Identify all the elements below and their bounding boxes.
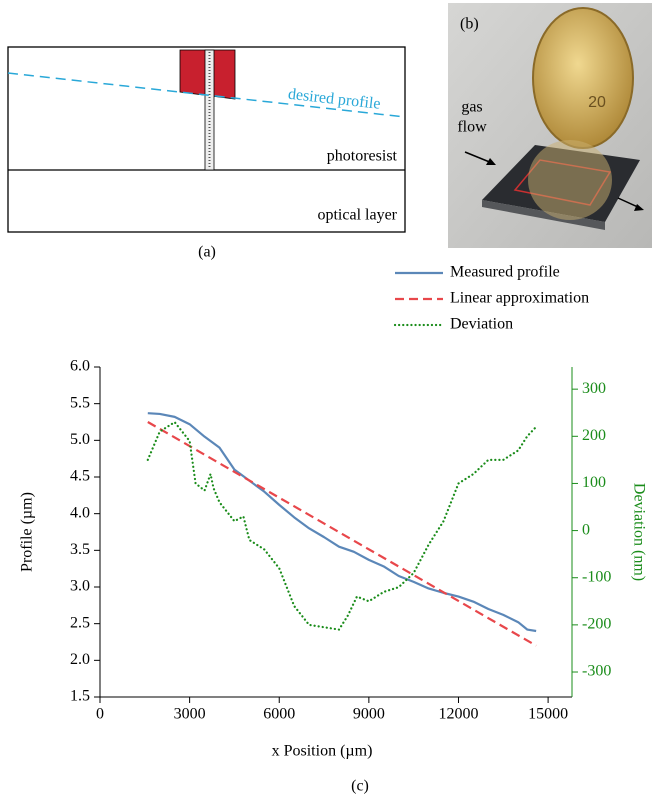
panel-label: (c) xyxy=(351,778,369,795)
coin-value: 20 xyxy=(588,94,606,111)
panel-c: x Position (µm) Profile (µm) Deviation (… xyxy=(19,264,648,795)
y-tick-label: 2.5 xyxy=(70,614,90,631)
y2-tick-label: 300 xyxy=(582,380,606,397)
coin xyxy=(533,8,633,148)
y-tick-label: 3.5 xyxy=(70,541,90,558)
y-tick-label: 2.0 xyxy=(70,651,90,668)
series-line xyxy=(148,413,536,631)
y2-tick-label: -200 xyxy=(582,616,611,633)
coin-reflection xyxy=(528,140,612,220)
y2-tick-label: 0 xyxy=(582,521,590,538)
y-tick-label: 5.0 xyxy=(70,431,90,448)
optical-layer-label: optical layer xyxy=(317,207,397,224)
y-tick-label: 6.0 xyxy=(70,358,90,375)
legend-label: Linear approximation xyxy=(450,290,589,307)
x-tick-label: 6000 xyxy=(263,706,295,723)
x-tick-label: 9000 xyxy=(353,706,385,723)
series-line xyxy=(148,422,536,646)
y-axis-title: Profile (µm) xyxy=(19,492,36,572)
x-tick-label: 15000 xyxy=(528,706,568,723)
panel-label: (b) xyxy=(460,16,479,33)
gas-flow-label: gas xyxy=(461,99,482,116)
photoresist-label: photoresist xyxy=(327,148,398,165)
y-tick-label: 4.5 xyxy=(70,468,90,485)
x-tick-label: 3000 xyxy=(174,706,206,723)
panel-label: (a) xyxy=(198,244,216,261)
y2-axis-title: Deviation (nm) xyxy=(630,483,647,581)
x-tick-label: 0 xyxy=(96,706,104,723)
y-tick-label: 4.0 xyxy=(70,504,90,521)
y-tick-label: 5.5 xyxy=(70,394,90,411)
y2-tick-label: 200 xyxy=(582,427,606,444)
x-tick-label: 12000 xyxy=(438,706,478,723)
figure: desired profile photoresist optical laye… xyxy=(0,0,655,802)
y-tick-label: 3.0 xyxy=(70,578,90,595)
y2-tick-label: -300 xyxy=(582,663,611,680)
gas-flow-label: flow xyxy=(457,119,487,136)
series-line xyxy=(148,422,536,629)
x-axis-title: x Position (µm) xyxy=(272,743,373,760)
y-tick-label: 1.5 xyxy=(70,688,90,705)
y2-tick-label: 100 xyxy=(582,474,606,491)
y2-tick-label: -100 xyxy=(582,568,611,585)
panel-b: 20 (b) gas flow xyxy=(448,3,652,248)
legend-label: Deviation xyxy=(450,316,513,333)
panel-a: desired profile photoresist optical laye… xyxy=(8,47,405,261)
legend-label: Measured profile xyxy=(450,264,560,281)
page: { "panel_a": { "label": "(a)", "desired_… xyxy=(0,0,655,802)
